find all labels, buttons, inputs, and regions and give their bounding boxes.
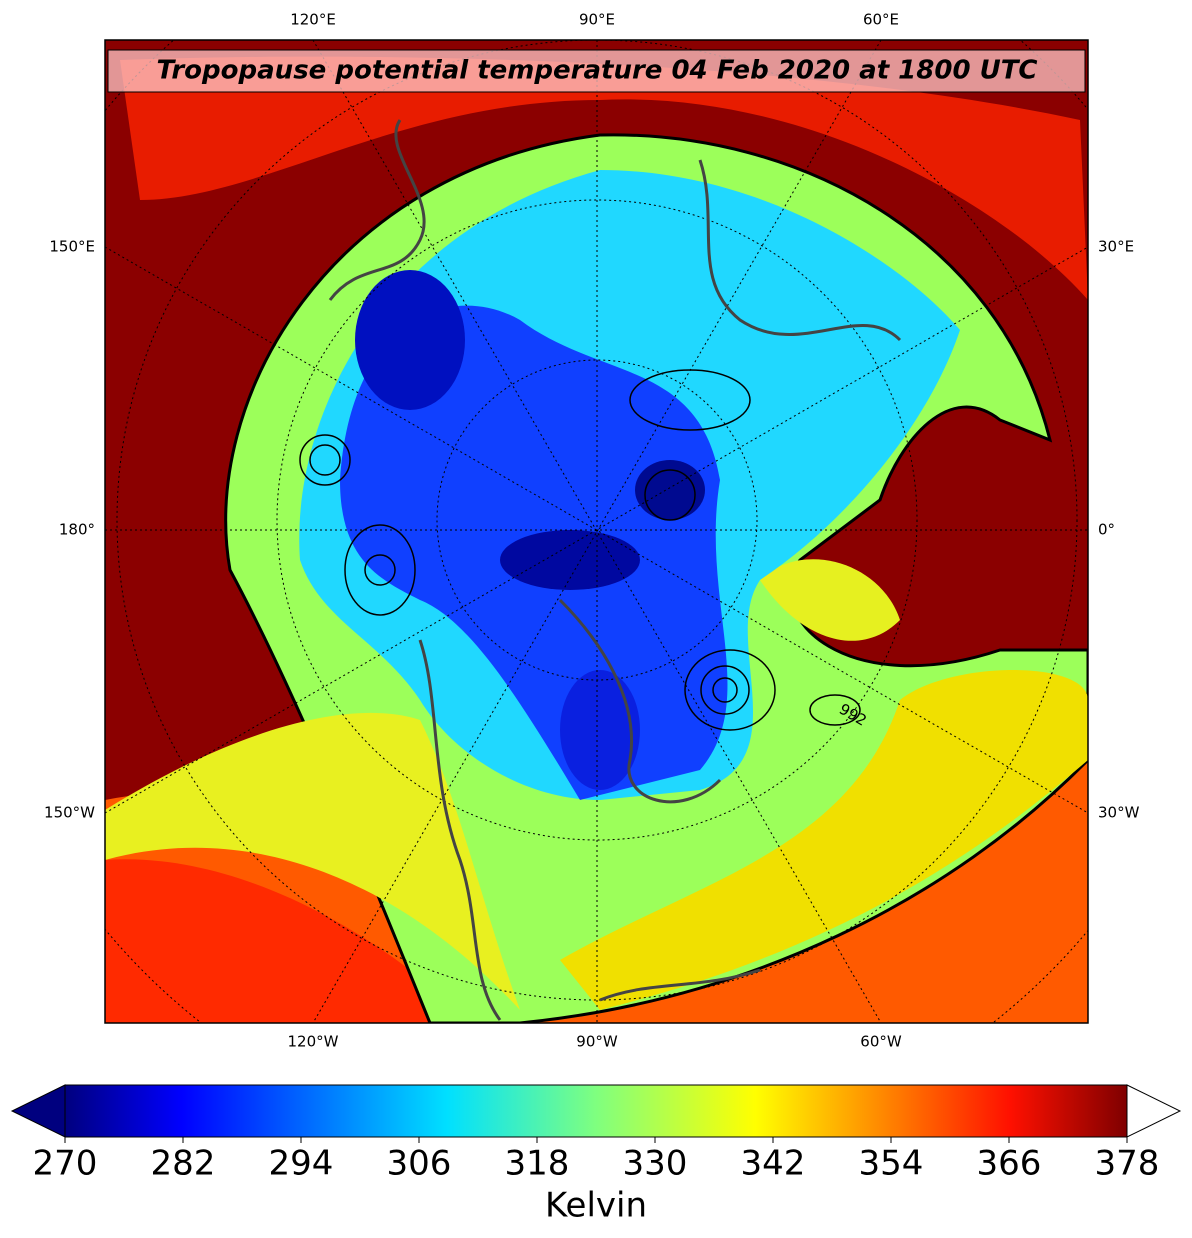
lon-label: 150°W [44,804,95,822]
graticule [105,40,1088,1023]
colorbar-extend-high [1126,1084,1182,1138]
colorbar: Kelvin 270 282 294 306 318 330 342 354 366 378 [10,1084,1182,1226]
title-box [107,49,1086,93]
colorbar-tick-label: 294 [269,1144,334,1184]
warm-band [760,559,900,641]
map: 992 Tropopause potential temperature 04 … [105,40,1088,1023]
colorbar-tick-label: 366 [977,1144,1042,1184]
lon-label: 180° [59,521,95,539]
warm-band [560,670,1088,1010]
lon-label: 90°E [579,11,615,29]
lon-label: 150°E [49,238,95,256]
lon-label: 120°E [290,11,336,29]
colorbar-tick-label: 330 [623,1144,688,1184]
colorbar-tick-label: 378 [1095,1144,1160,1184]
colorbar-tick-label: 306 [387,1144,452,1184]
cold-core [560,670,640,790]
colorbar-tick-label: 354 [859,1144,924,1184]
cold-core [635,460,705,520]
colorbar-label: Kelvin [545,1186,647,1226]
map-title: Tropopause potential temperature 04 Feb … [156,56,1037,86]
lon-label: 60°W [860,1033,902,1051]
pressure-contours [299,369,861,731]
warm-zone [120,56,1088,301]
colorbar-extend-low [10,1084,66,1138]
lon-label: 60°E [863,11,899,29]
cold-core [500,530,640,590]
lon-label: 30°W [1098,804,1140,822]
lon-label: 90°W [576,1033,618,1051]
colorbar-tick-label: 318 [505,1144,570,1184]
colorbar-tick-label: 270 [33,1144,98,1184]
coastlines [328,119,902,1021]
lon-label: 30°E [1098,238,1134,256]
warm-zone [105,859,470,1023]
lon-label: 0° [1098,521,1115,539]
colorbar-bar [64,1084,1128,1138]
warm-band [105,712,520,1010]
colorbar-tick-label: 282 [151,1144,216,1184]
cold-core [355,270,465,410]
map-frame [104,39,1089,1024]
lon-label: 120°W [288,1033,339,1051]
colorbar-tick-label: 342 [741,1144,806,1184]
graticule-labels: 120°E 90°E 60°E 150°E 180° 150°W 30°E 0°… [44,11,1140,1051]
